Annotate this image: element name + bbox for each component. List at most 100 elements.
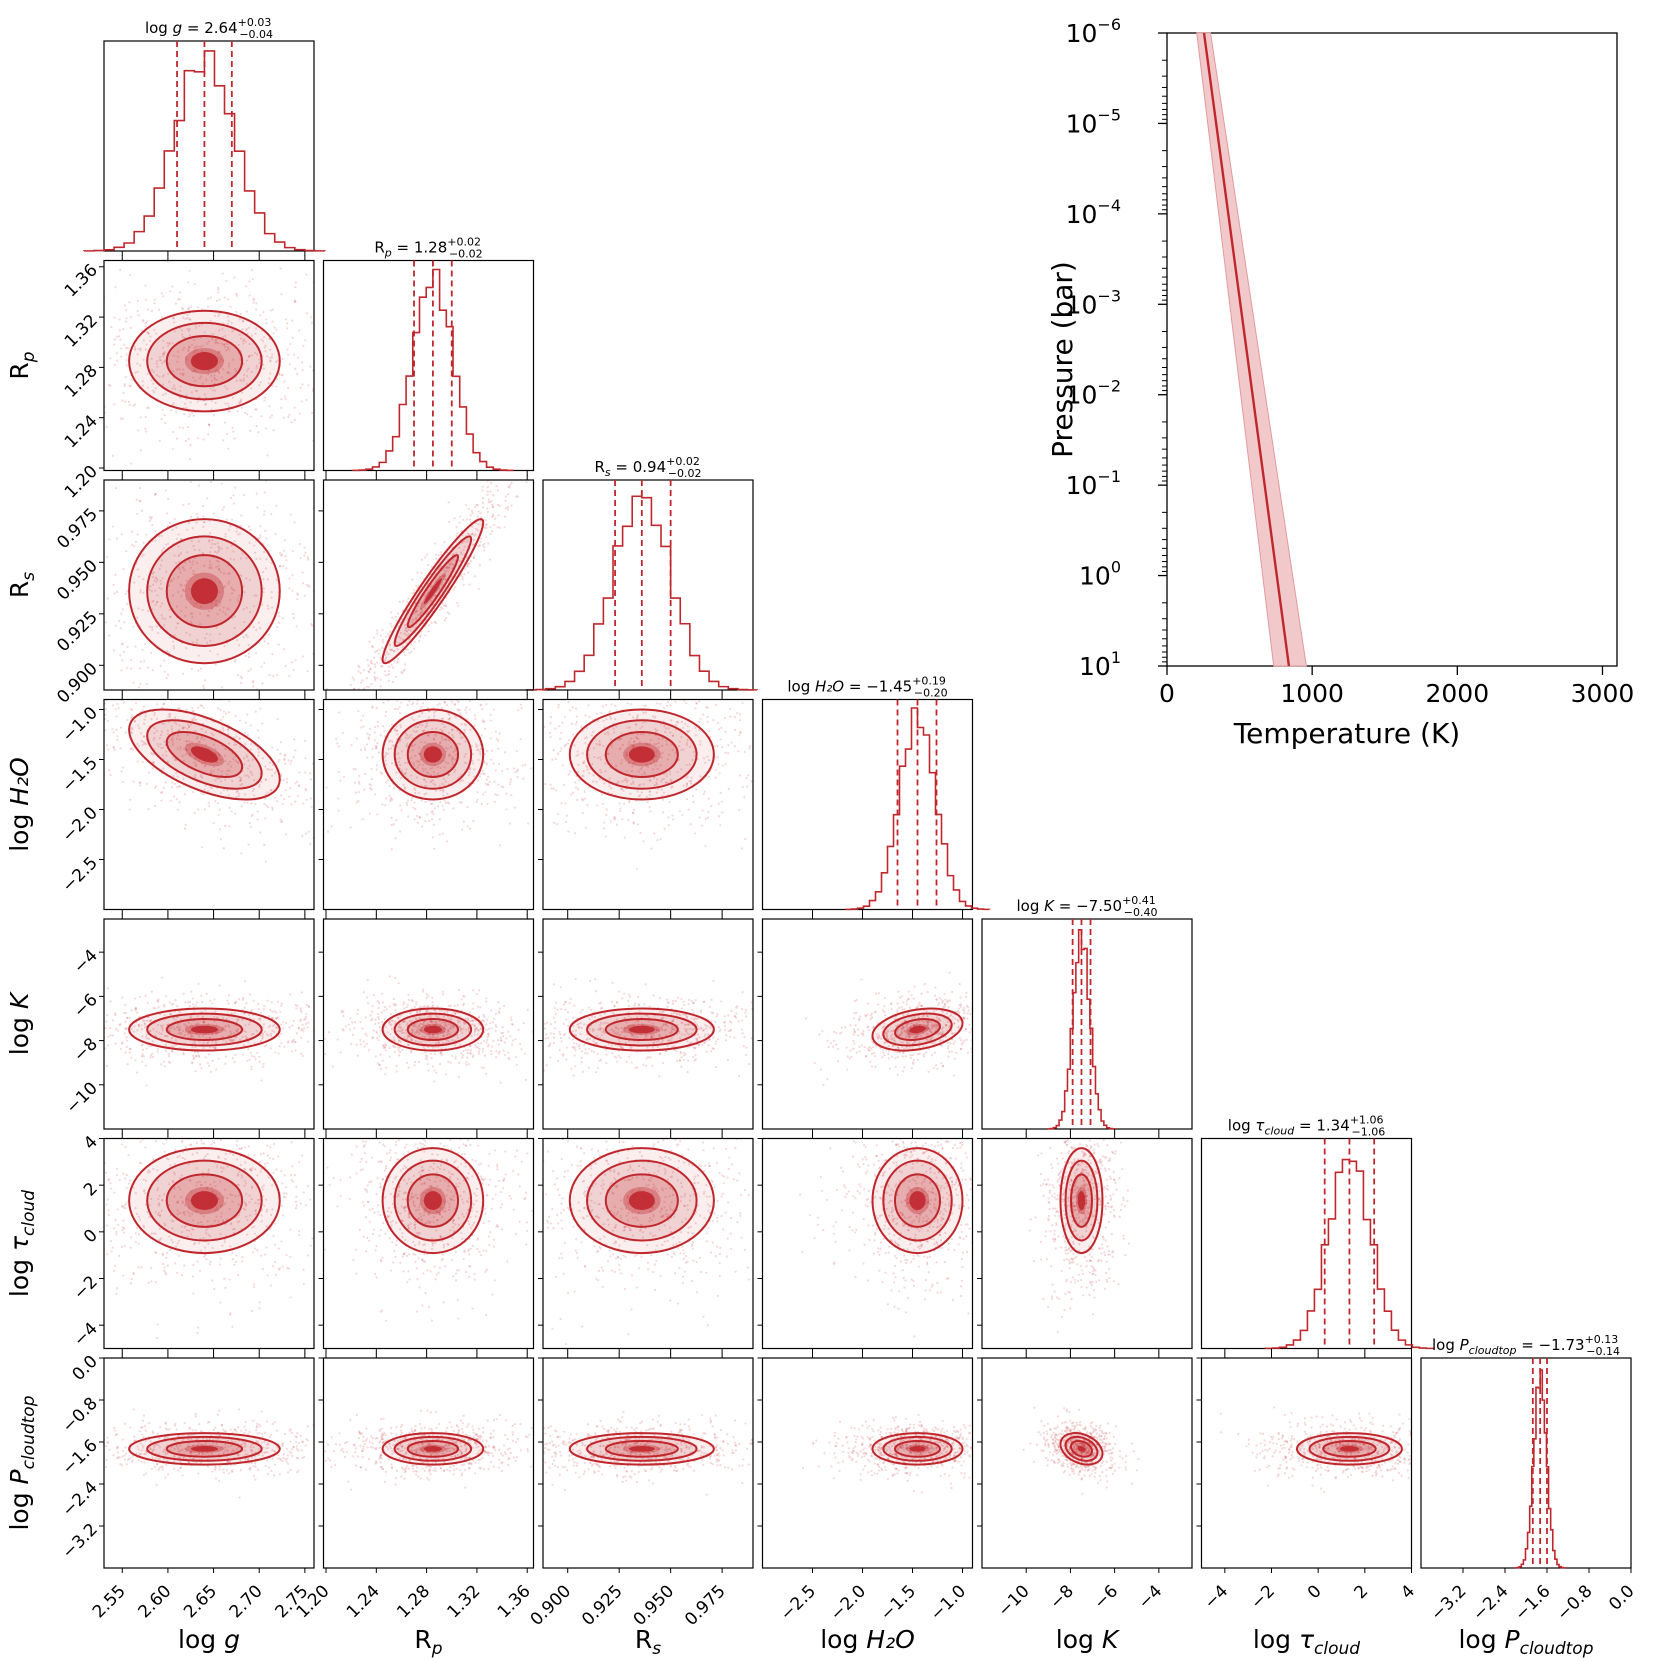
sample-point <box>143 1023 147 1026</box>
sample-point <box>233 437 236 440</box>
sample-point <box>129 747 132 751</box>
sample-point <box>208 681 210 683</box>
sample-point <box>492 506 495 509</box>
sample-point <box>504 506 507 510</box>
sample-point <box>451 762 455 766</box>
sample-point <box>418 613 421 616</box>
sample-point <box>464 753 467 756</box>
sample-point <box>613 731 616 734</box>
sample-point <box>173 721 176 724</box>
sample-point <box>224 535 227 538</box>
sample-point <box>191 563 194 566</box>
sample-point <box>225 468 227 470</box>
sample-point <box>649 779 652 782</box>
sample-point <box>699 740 702 743</box>
sample-point <box>51 567 53 569</box>
sample-point <box>636 715 639 718</box>
sample-point <box>420 571 423 575</box>
panel-content <box>527 666 807 870</box>
sample-point <box>352 525 354 527</box>
sample-point <box>372 656 376 659</box>
sample-point <box>34 698 36 700</box>
sample-point <box>527 782 529 784</box>
sample-point <box>175 798 179 801</box>
sample-point <box>620 758 623 762</box>
sample-point <box>61 376 63 378</box>
sample-point <box>274 1026 277 1029</box>
sample-point <box>414 609 417 612</box>
param-title: log τcloud = 1.34+1.06 −1.06 <box>1228 1114 1385 1139</box>
sample-point <box>427 734 430 737</box>
sample-point <box>691 795 695 798</box>
sample-point <box>259 1017 262 1020</box>
sample-point <box>186 673 188 675</box>
sample-point <box>383 730 386 733</box>
sample-point <box>90 656 92 658</box>
sample-point <box>461 575 464 579</box>
sample-point <box>402 669 405 673</box>
sample-point <box>379 634 382 637</box>
sample-point <box>387 665 391 668</box>
sample-point <box>282 1027 285 1030</box>
sample-point <box>196 638 199 641</box>
sample-point <box>615 764 618 768</box>
sample-point <box>92 1029 94 1031</box>
sample-point <box>192 790 195 794</box>
sample-point <box>255 302 258 305</box>
sample-point <box>424 556 427 559</box>
sample-point <box>166 729 170 732</box>
sample-point <box>463 722 466 726</box>
sample-point <box>477 510 480 513</box>
sample-point <box>450 757 453 760</box>
sample-point <box>396 648 399 651</box>
sample-point <box>175 561 178 565</box>
sample-point <box>240 391 244 394</box>
sample-point <box>139 660 143 663</box>
sample-point <box>235 370 238 373</box>
sample-point <box>205 632 208 635</box>
sample-point <box>498 732 501 735</box>
sample-point <box>427 563 430 567</box>
sample-point <box>82 552 84 554</box>
sample-point <box>703 757 706 760</box>
sample-point <box>606 752 610 756</box>
sample-point <box>227 580 231 583</box>
sample-point <box>614 704 617 707</box>
sample-point <box>114 665 116 667</box>
sample-point <box>167 1055 171 1058</box>
sample-point <box>391 666 395 669</box>
sample-point <box>154 672 156 674</box>
sample-point <box>161 722 164 725</box>
sample-point <box>184 561 187 564</box>
sample-point <box>160 534 163 538</box>
sample-point <box>391 798 394 801</box>
sample-point <box>184 753 188 756</box>
sample-point <box>630 782 633 786</box>
sample-point <box>619 807 622 810</box>
sample-point <box>596 719 599 723</box>
sample-point <box>261 570 264 574</box>
sample-point <box>160 362 164 365</box>
sample-point <box>204 784 207 787</box>
sample-point <box>633 741 636 744</box>
sample-point <box>560 666 562 668</box>
sample-point <box>685 797 689 801</box>
sample-point <box>574 723 578 726</box>
sample-point <box>636 790 639 793</box>
sample-point <box>702 713 705 716</box>
sample-point <box>171 528 174 531</box>
sample-point <box>503 751 507 754</box>
sample-point <box>396 729 399 732</box>
sample-point <box>186 723 190 726</box>
sample-point <box>370 788 373 791</box>
sample-point <box>441 738 444 741</box>
sample-point <box>141 760 144 763</box>
sample-point <box>128 385 131 388</box>
sample-point <box>334 356 336 358</box>
sample-point <box>805 715 807 717</box>
sample-point <box>189 1025 192 1029</box>
sample-point <box>305 312 309 315</box>
sample-point <box>294 749 297 752</box>
sample-point <box>194 763 198 766</box>
sample-point <box>278 1045 281 1048</box>
